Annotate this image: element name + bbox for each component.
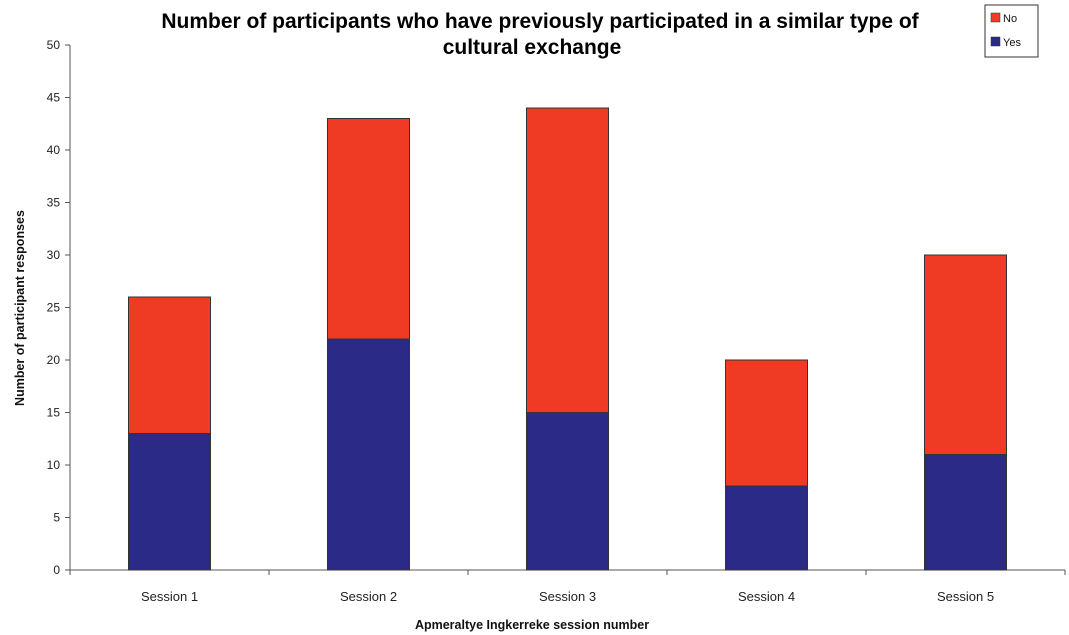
x-tick-label: Session 5 (937, 589, 994, 604)
y-tick-label: 25 (47, 301, 61, 315)
bar-yes-2 (327, 338, 410, 571)
bars (128, 107, 1007, 571)
legend-swatch-yes (990, 36, 1001, 47)
bar-no-1 (128, 296, 211, 434)
bar-yes-3 (526, 412, 609, 571)
bar-no-2 (327, 118, 410, 340)
bar-yes-4 (725, 485, 808, 571)
y-tick-label: 40 (47, 143, 61, 157)
bar-yes-1 (128, 433, 211, 571)
x-tick-label: Session 1 (141, 589, 198, 604)
bar-no-3 (526, 107, 609, 413)
y-tick-label: 0 (53, 563, 60, 577)
y-tick-label: 30 (47, 248, 61, 262)
tick-labels: 0 5 10 15 20 25 30 35 40 45 50 Session 1 Session 2 Se… (47, 38, 994, 604)
x-axis-label: Apmeraltye Ingkerreke session number (415, 618, 649, 632)
y-tick-label: 10 (47, 458, 61, 472)
chart-title: Number of participants who have previous… (161, 10, 919, 59)
chart-title-line-2: cultural exchange (443, 36, 622, 59)
chart-title-line-1: Number of participants who have previous… (161, 10, 919, 33)
x-tick-label: Session 4 (738, 589, 795, 604)
bar-yes-5 (924, 454, 1007, 571)
y-axis-label: Number of participant responses (13, 210, 27, 406)
legend-swatch-no (990, 12, 1001, 23)
y-tick-label: 5 (53, 511, 60, 525)
y-tick-label: 20 (47, 353, 61, 367)
bar-no-5 (924, 254, 1007, 455)
x-tick-label: Session 3 (539, 589, 596, 604)
y-tick-label: 15 (47, 406, 61, 420)
x-tick-label: Session 2 (340, 589, 397, 604)
bar-no-4 (725, 359, 808, 487)
legend-label-no: No (1003, 13, 1017, 25)
y-tick-label: 35 (47, 196, 61, 210)
legend-label-yes: Yes (1003, 37, 1021, 49)
y-tick-label: 45 (47, 91, 61, 105)
legend: No Yes (984, 4, 1039, 58)
y-tick-label: 50 (47, 38, 61, 52)
